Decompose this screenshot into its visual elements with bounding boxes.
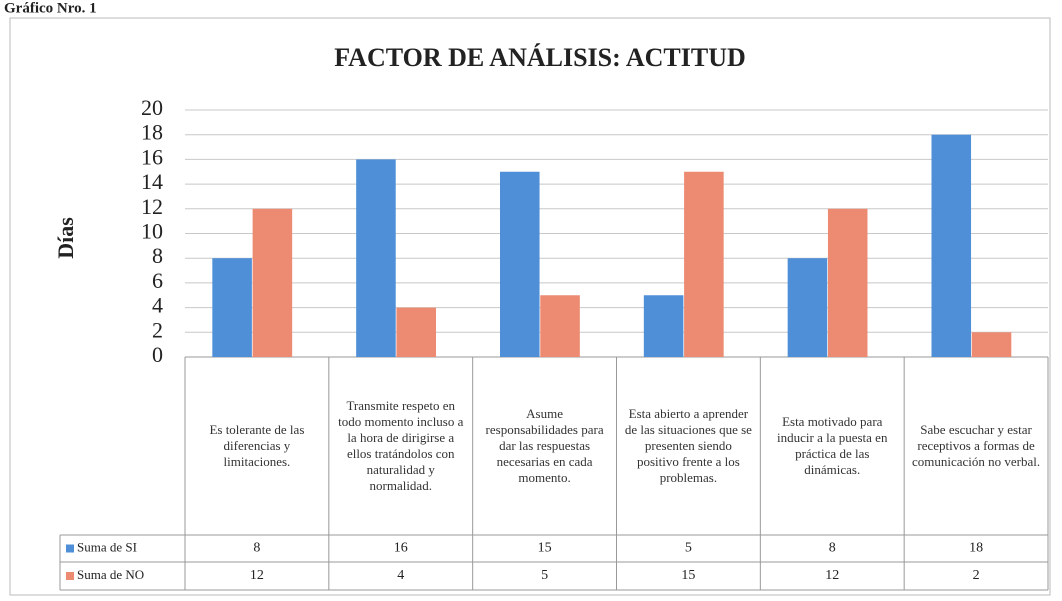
table-value: 16 <box>394 541 408 556</box>
bar <box>540 295 580 357</box>
table-value: 15 <box>538 541 552 556</box>
bar <box>787 258 828 357</box>
bar <box>971 332 1012 357</box>
y-tick-label: 6 <box>152 268 163 293</box>
bar <box>643 295 684 357</box>
category-cell: Sabe escuchar y estar receptivos a forma… <box>911 422 1041 469</box>
x-tick-label: Esta motivado para inducir a la puesta e… <box>777 414 888 477</box>
category-cell: Transmite respeto en todo momento inclus… <box>338 398 464 493</box>
category-cell: Esta motivado para inducir a la puesta e… <box>777 414 888 477</box>
table-value: 5 <box>685 541 692 556</box>
legend-label: Suma de SI <box>77 539 137 554</box>
x-tick-label: Asume responsabilidades para dar las res… <box>485 406 604 485</box>
bar <box>252 208 293 357</box>
x-tick-label: Transmite respeto en todo momento inclus… <box>338 398 464 493</box>
legend-swatch <box>66 572 74 580</box>
y-tick-label: 2 <box>152 317 163 342</box>
x-tick-label: Sabe escuchar y estar receptivos a forma… <box>911 422 1041 469</box>
bar <box>499 171 540 357</box>
y-axis-label: Días <box>53 217 78 259</box>
bar <box>827 208 868 357</box>
chart-frame <box>9 17 1051 596</box>
x-tick-label: Esta abierto a aprender de las situacion… <box>624 406 752 485</box>
y-tick-label: 18 <box>141 120 163 145</box>
table-value: 8 <box>253 541 260 556</box>
y-tick-label: 10 <box>141 219 163 244</box>
table-value: 5 <box>541 568 548 583</box>
table-value: 8 <box>829 541 836 556</box>
bar <box>684 171 724 357</box>
category-cell: Es tolerante de las diferencias y limita… <box>209 422 305 469</box>
bar <box>212 258 252 357</box>
table-value: 12 <box>825 568 839 583</box>
legend-label: Suma de NO <box>77 567 144 582</box>
x-tick-label: Es tolerante de las diferencias y limita… <box>209 422 305 469</box>
y-tick-label: 20 <box>141 95 163 120</box>
y-tick-label: 0 <box>152 342 163 367</box>
table-value: 12 <box>250 568 264 583</box>
category-cell: Esta abierto a aprender de las situacion… <box>624 406 752 485</box>
legend-swatch <box>66 544 74 553</box>
table-value: 15 <box>681 568 695 583</box>
y-tick-label: 16 <box>141 144 163 169</box>
chart-title: FACTOR DE ANÁLISIS: ACTITUD <box>334 43 746 72</box>
bar <box>931 134 972 357</box>
table-value: 18 <box>969 541 983 556</box>
y-tick-label: 4 <box>152 293 163 318</box>
caption: Gráfico Nro. 1 <box>4 0 97 16</box>
table-value: 2 <box>973 568 980 583</box>
category-cell: Asume responsabilidades para dar las res… <box>485 406 604 485</box>
bar <box>396 307 436 357</box>
y-tick-label: 14 <box>141 169 163 194</box>
y-tick-label: 8 <box>152 243 163 268</box>
y-tick-label: 12 <box>141 194 163 219</box>
bar <box>356 159 396 357</box>
table-value: 4 <box>397 568 404 583</box>
